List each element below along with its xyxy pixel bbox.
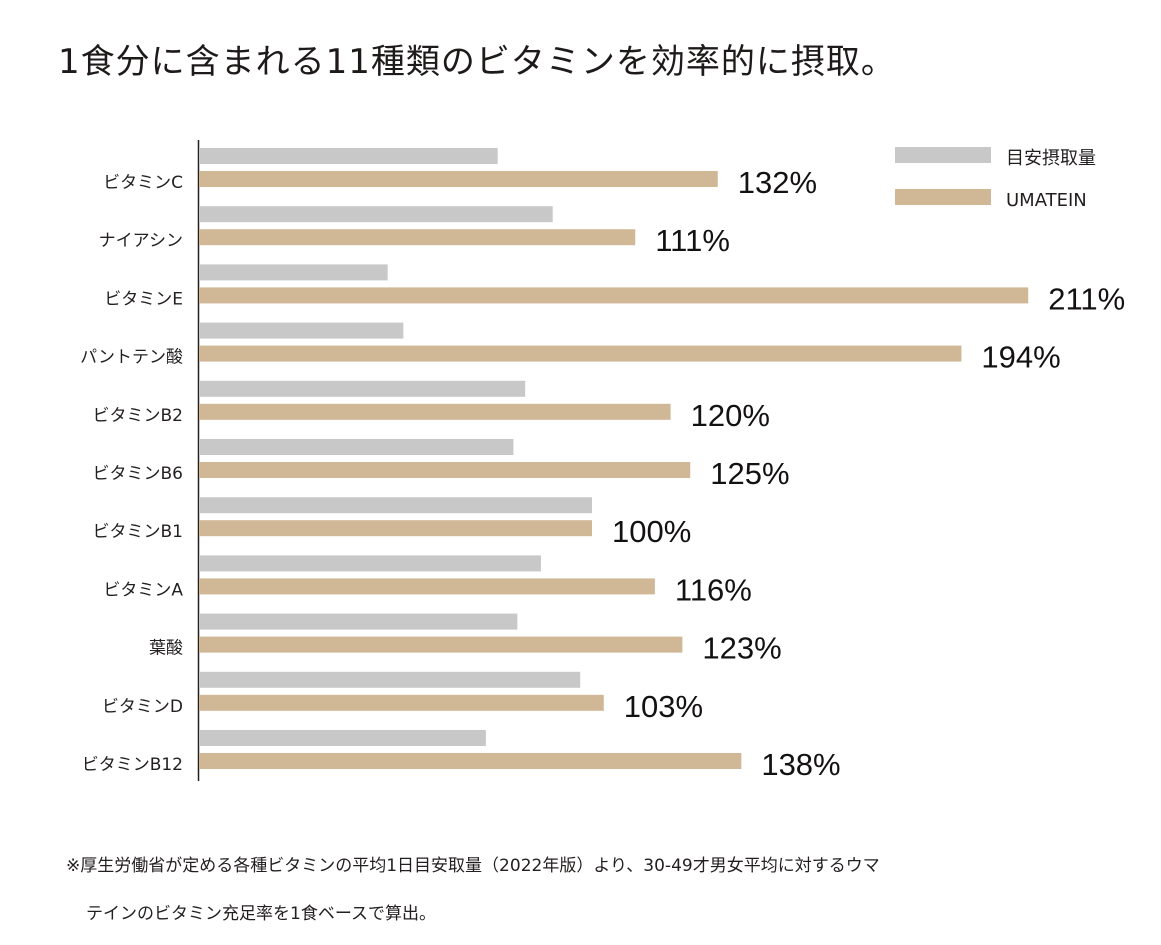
bar-umatein (199, 462, 691, 478)
value-label: 138% (761, 747, 840, 782)
bar-reference (199, 730, 486, 746)
value-label: 120% (691, 398, 770, 433)
bar-umatein (199, 520, 592, 537)
bar-umatein (199, 287, 1029, 304)
category-label: ビタミンC (103, 173, 183, 193)
bar-reference (199, 439, 514, 455)
category-label: パントテン酸 (80, 348, 183, 368)
bar-reference (199, 613, 518, 630)
value-label: 211% (1048, 281, 1125, 316)
bar-umatein (199, 171, 718, 187)
footnote-line-1: ※厚生労働省が定める各種ビタミンの平均1日目安取量（2022年版）より、30-4… (66, 856, 880, 876)
bar-reference (199, 206, 553, 223)
category-label: ビタミンB1 (93, 522, 183, 542)
category-label: ビタミンB12 (82, 755, 183, 775)
bar-umatein (199, 229, 636, 246)
value-labels-group: 132%111% 211% 194% 120% 125% 100% 116% 123% 103%… (612, 165, 1125, 782)
value-label: 123% (702, 631, 781, 666)
bar-umatein (199, 403, 671, 420)
bar-reference (199, 380, 526, 397)
category-label: ビタミンE (104, 289, 183, 309)
category-label: ビタミンB6 (93, 464, 183, 484)
bar-reference (199, 671, 581, 688)
legend-label-umatein: UMATEIN (1006, 190, 1087, 211)
legend-swatch-reference (895, 147, 991, 163)
legend-label-reference: 目安摂取量 (1006, 148, 1096, 169)
footnote-line-2: テインのビタミン充足率を1食ベースで算出。 (86, 904, 436, 924)
value-label: 111% (655, 223, 730, 258)
category-label: ビタミンD (102, 697, 183, 717)
category-label: 葉酸 (149, 639, 183, 659)
bar-umatein (199, 753, 742, 769)
category-label: ビタミンB2 (93, 406, 183, 426)
value-label: 125% (710, 456, 789, 491)
bar-reference (199, 322, 404, 339)
legend: 目安摂取量 UMATEIN (895, 147, 1096, 211)
bar-umatein (199, 345, 962, 362)
bars-group (199, 148, 1029, 769)
bar-umatein (199, 694, 604, 711)
page-title: 1食分に含まれる11種類のビタミンを効率的に摂取。 (58, 42, 896, 82)
value-label: 194% (981, 340, 1060, 375)
category-label: ビタミンA (103, 580, 183, 600)
bar-umatein (199, 636, 683, 653)
bar-reference (199, 497, 592, 514)
category-label: ナイアシン (99, 231, 183, 251)
bar-umatein (199, 578, 655, 595)
value-label: 103% (624, 689, 703, 724)
legend-swatch-umatein (895, 189, 991, 205)
bar-reference (199, 555, 541, 572)
value-label: 132% (738, 165, 817, 200)
bar-reference (199, 148, 498, 164)
bar-reference (199, 264, 388, 281)
value-label: 100% (612, 514, 691, 549)
value-label: 116% (675, 572, 752, 607)
